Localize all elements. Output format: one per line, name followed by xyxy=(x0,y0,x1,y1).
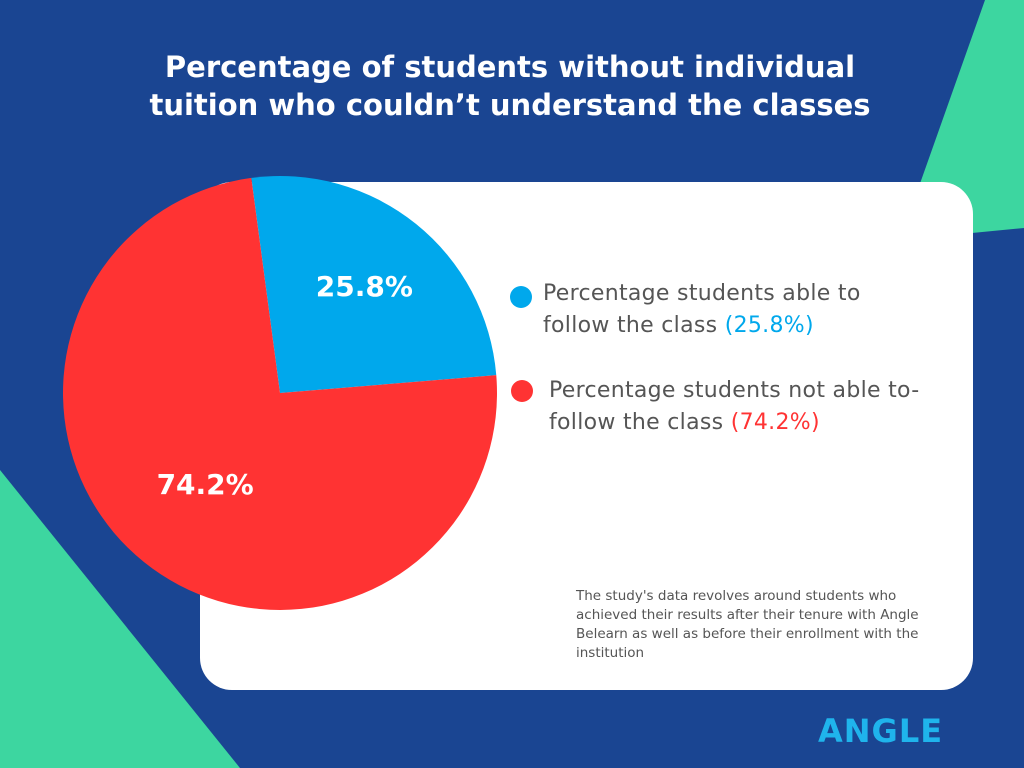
pie-slice xyxy=(63,177,497,610)
note: The study's data revolves around student… xyxy=(576,588,919,661)
brand-logo: ANGLE xyxy=(818,712,944,750)
chart-title: Percentage of students without individua… xyxy=(149,50,871,122)
pie: 25.8% 74.2% xyxy=(63,176,497,610)
legend-entry: Percentage students able to follow the c… xyxy=(543,278,903,342)
legend-label: Percentage students not able to-follow t… xyxy=(549,378,920,435)
legend-entry: Percentage students not able to-follow t… xyxy=(549,375,969,439)
data-label: 74.2% xyxy=(157,468,254,501)
legend-marker xyxy=(511,380,533,402)
decor xyxy=(900,0,1024,240)
legend-value: (25.8%) xyxy=(724,313,814,338)
legend-value: (74.2%) xyxy=(730,410,820,435)
decor xyxy=(0,470,240,768)
pie-slice xyxy=(251,176,497,393)
data-label: 25.8% xyxy=(316,270,413,303)
legend-marker xyxy=(510,286,532,308)
legend-label: Percentage students able to follow the c… xyxy=(543,281,861,338)
